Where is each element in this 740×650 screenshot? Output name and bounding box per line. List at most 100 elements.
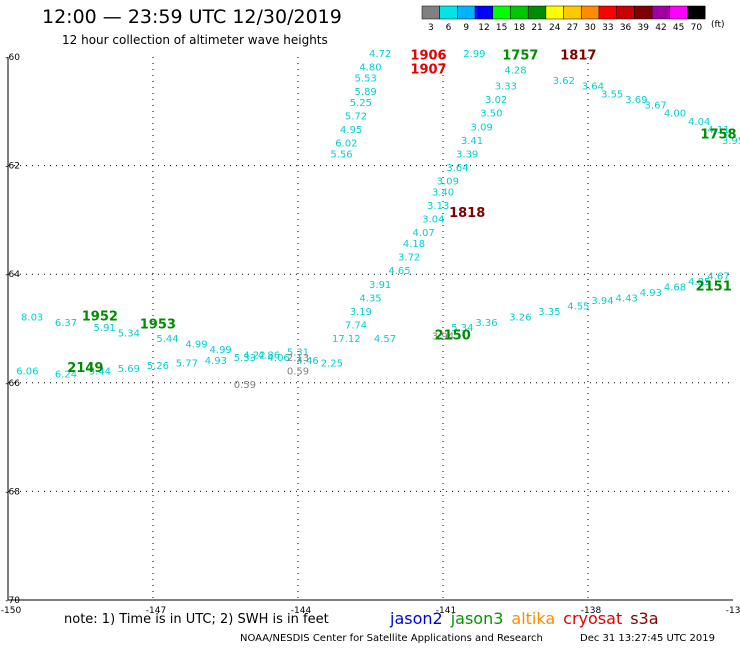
legend-swatch [598,5,617,20]
track-time-label: 1758 [700,127,736,142]
swh-point: 3.94 [591,296,613,307]
satellite-altika: altika [511,609,556,628]
satellite-jason2: jason2 [390,609,443,628]
satellite-s3a: s3a [630,609,659,628]
legend-bin-label: 24 [549,23,561,33]
swh-point: 4.06 [268,353,290,364]
x-tick-label: -150 [1,606,22,616]
track-time-label: 2149 [67,361,103,376]
legend-bin-label: 21 [531,23,542,33]
swh-point: 3.13 [427,201,449,212]
swh-point: 5.56 [330,149,352,160]
chart-subtitle: 12 hour collection of altimeter wave hei… [62,33,328,47]
y-tick-label: -70 [5,596,20,606]
legend-bin-label: 9 [463,23,469,33]
swh-point: 4.46 [297,356,319,367]
legend-bin-label: 6 [446,23,452,33]
swh-point: 3.09 [471,122,493,133]
legend-bin-label: 27 [567,23,578,33]
swh-point: 4.67 [707,272,729,283]
swh-point: 5.89 [355,87,377,98]
swh-point: 5.53 [355,73,377,84]
legend-bin-label: 42 [655,23,666,33]
legend-swatch [616,5,635,20]
track-time-label: 1757 [502,49,538,64]
legend-bin-label: 36 [620,23,632,33]
track-time-label: 2150 [435,328,471,343]
legend-swatch [421,5,440,20]
legend-swatch [439,5,458,20]
track-time-label: 1907 [410,62,446,77]
legend-bin-label: 70 [691,23,703,33]
swh-point: 4.28 [504,65,526,76]
track-time-label: 2151 [696,279,732,294]
y-tick-label: -62 [5,162,20,172]
swh-point: 4.95 [340,125,362,136]
swh-point: 5.34 [118,329,140,340]
swh-point: 5.72 [345,111,367,122]
x-tick-label: -135 [726,606,740,616]
swh-point: 4.68 [664,282,686,293]
swh-point-low: 2.13 [287,353,309,364]
legend-bin-label: 15 [496,23,507,33]
swh-point: 3.04 [422,215,444,226]
swh-point: 2.25 [321,359,343,370]
swh-point: 5.44 [156,334,178,345]
track-time-label: 1818 [449,206,485,221]
swh-point: 4.43 [616,293,638,304]
swh-point-low: 0.59 [234,380,256,391]
swh-point: 3.33 [495,82,517,93]
y-tick-label: -64 [5,270,20,280]
swh-point: 6.24 [55,369,77,380]
x-tick-label: -141 [436,606,456,616]
swh-point: 2.99 [463,49,485,60]
swh-point: 3.91 [369,280,391,291]
swh-point: 3.09 [437,177,459,188]
legend-swatch [457,5,476,20]
legend-swatch [545,5,564,20]
swh-point: 4.04 [688,117,710,128]
legend-bin-label: 12 [478,23,489,33]
satellite-legend: jason2 jason3 altika cryosat s3a [390,609,667,628]
swh-point: 5.77 [176,359,198,370]
track-time-label: 1817 [560,49,596,64]
legend-bin-label: 33 [602,23,613,33]
swh-point: 3.26 [509,312,531,323]
swh-point: 5.31 [287,348,309,359]
legend-bin-label: 45 [673,23,684,33]
legend-swatch [669,5,688,20]
swh-point: 3.50 [480,109,502,120]
legend-swatch [474,5,494,20]
swh-point: 4.99 [210,345,232,356]
swh-point: 5.69 [118,364,140,375]
swh-point: 3.36 [475,318,497,329]
swh-point: 7.74 [345,321,367,332]
swh-point: 5.44 [89,367,111,378]
swh-point: 3.69 [625,95,647,106]
swh-point: 4.57 [374,334,396,345]
swh-point: 4.86 [258,350,280,361]
swh-point: 3.95 [722,136,740,147]
x-tick-label: -147 [146,606,166,616]
swh-point-low: 3.94 [432,331,454,342]
swh-point: 4.99 [185,340,207,351]
swh-point: 3.72 [398,253,420,264]
swh-point: 3.67 [645,101,667,112]
swh-point: 4.35 [359,293,381,304]
legend-swatch [510,5,529,20]
legend-swatch [581,5,600,20]
swh-point: 3.19 [350,307,372,318]
y-tick-label: -68 [5,487,20,497]
footer-note: note: 1) Time is in UTC; 2) SWH is in fe… [64,612,329,627]
swh-point: 3.62 [553,76,575,87]
legend-swatch [651,5,671,20]
legend-bin-label: 39 [638,23,650,33]
swh-point: 5.33 [234,353,256,364]
chart-title: 12:00 — 23:59 UTC 12/30/2019 [42,6,342,28]
swh-point: 4.65 [388,266,410,277]
swh-point: 5.26 [147,361,169,372]
x-tick-label: -144 [291,606,312,616]
legend-swatch [563,5,582,20]
legend-swatch [634,5,653,20]
